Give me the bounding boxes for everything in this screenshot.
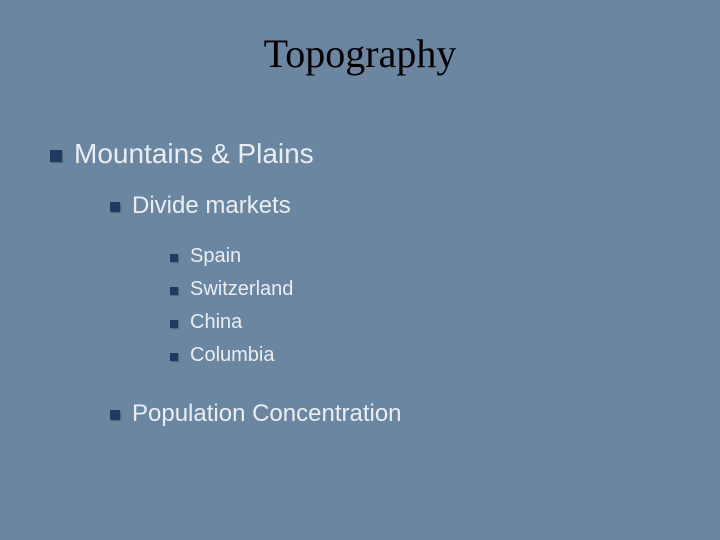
slide: Topography Mountains & Plains Divide mar…: [0, 0, 720, 540]
square-bullet-icon: [50, 150, 62, 162]
bullet-spain: Spain: [170, 245, 241, 268]
square-bullet-icon: [170, 320, 178, 328]
bullet-text: Columbia: [190, 344, 274, 367]
bullet-mountains: Mountains & Plains: [50, 138, 314, 170]
bullet-china: China: [170, 311, 242, 334]
bullet-text: Spain: [190, 245, 241, 268]
square-bullet-icon: [110, 410, 120, 420]
bullet-pop: Population Concentration: [110, 400, 402, 428]
bullet-columbia: Columbia: [170, 344, 274, 367]
bullet-text: China: [190, 311, 242, 334]
bullet-text: Switzerland: [190, 278, 293, 301]
bullet-text: Mountains & Plains: [74, 138, 314, 170]
bullet-text: Divide markets: [132, 192, 291, 220]
square-bullet-icon: [110, 202, 120, 212]
slide-title: Topography: [0, 30, 720, 77]
square-bullet-icon: [170, 353, 178, 361]
square-bullet-icon: [170, 287, 178, 295]
bullet-text: Population Concentration: [132, 400, 402, 428]
bullet-divide: Divide markets: [110, 192, 291, 220]
bullet-swiss: Switzerland: [170, 278, 293, 301]
square-bullet-icon: [170, 254, 178, 262]
